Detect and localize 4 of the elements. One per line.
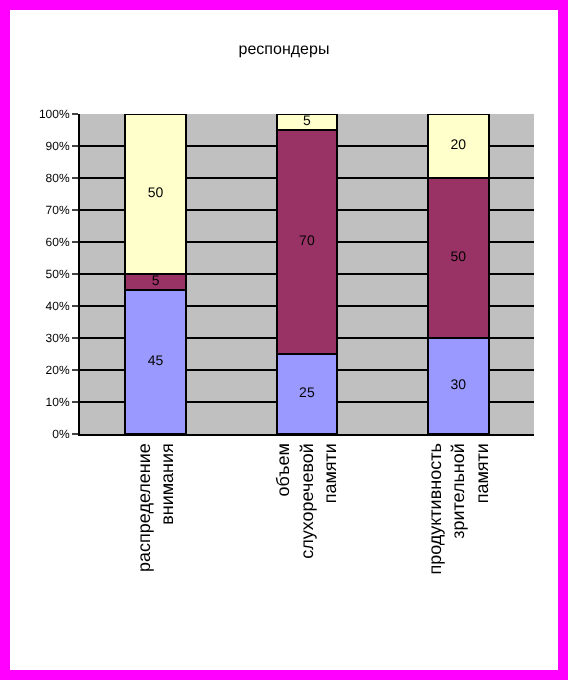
x-tick-label: распределение внимания [133,442,178,573]
x-tick-label: объем слухоречевой памяти [273,443,341,559]
x-tick-label: продуктивность зрительной памяти [424,442,492,575]
chart-title: респондеры [238,40,330,59]
